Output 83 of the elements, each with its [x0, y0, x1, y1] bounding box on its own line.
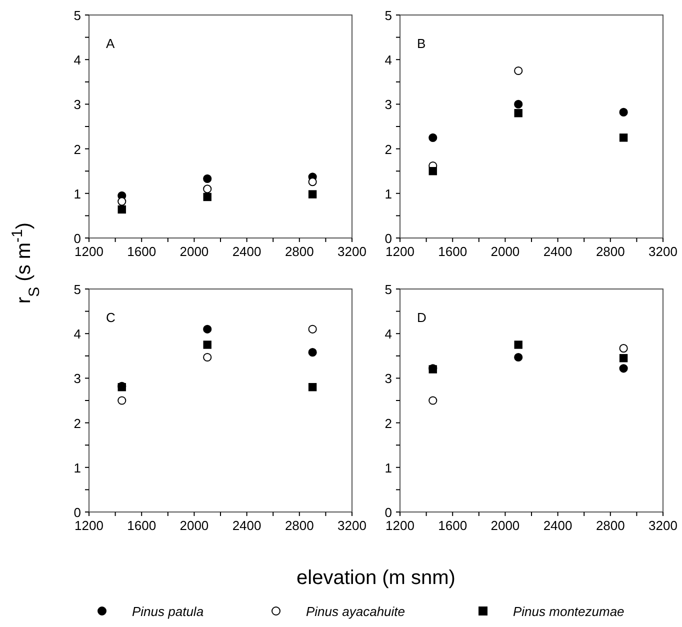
x-tick-label: 2800	[284, 244, 314, 259]
y-tick-label: 4	[384, 52, 392, 68]
text: B	[417, 36, 426, 51]
legend-label: Pinus patula	[132, 604, 204, 619]
point	[428, 167, 437, 176]
point	[308, 190, 317, 198]
point	[203, 352, 212, 362]
point	[308, 324, 317, 334]
point	[619, 364, 628, 373]
text: C	[106, 310, 116, 325]
y-tick-label: 2	[384, 416, 392, 431]
x-tick-label: 1600	[127, 244, 156, 259]
x-tick-label: 1200	[386, 244, 414, 259]
y-tick-label: 5	[384, 282, 392, 297]
y-tick-label: 0	[74, 231, 81, 246]
y-tick-label: 5	[74, 8, 81, 23]
legend-label: Pinus montezumae	[513, 604, 624, 619]
point	[308, 383, 317, 392]
x-tick-label: 2000	[180, 518, 209, 533]
x-tick-label: 1200	[74, 518, 104, 533]
y-tick-label: 1	[384, 460, 392, 476]
x-tick-label: 1600	[438, 244, 468, 259]
point	[428, 396, 438, 405]
y-tick-label: 3	[384, 371, 392, 386]
x-tick-label: 3200	[338, 244, 366, 259]
y-tick-label: 3	[74, 97, 81, 112]
x-tick-label: 2400	[543, 518, 572, 533]
x-tick-label: 2800	[596, 244, 625, 259]
point	[514, 100, 523, 108]
x-tick-label: 3200	[338, 518, 366, 533]
point	[619, 354, 628, 362]
point	[203, 340, 212, 349]
x-tick-label: 3200	[648, 244, 678, 259]
y-tick-label: 0	[384, 505, 392, 520]
point	[118, 205, 126, 214]
text: A	[106, 36, 115, 51]
y-tick-label: 1	[384, 186, 392, 202]
x-tick-label: 2800	[596, 518, 625, 533]
y-tick-label: 4	[74, 326, 81, 342]
point	[428, 133, 438, 142]
x-tick-label: 2400	[232, 518, 262, 533]
x-tick-label: 2000	[490, 518, 520, 533]
point	[308, 348, 317, 357]
text: D	[417, 310, 426, 325]
x-tick-label: 2000	[490, 244, 520, 259]
legend-label: Pinus ayacahuite	[306, 604, 406, 619]
point	[514, 66, 523, 76]
y-tick-label: 2	[384, 142, 392, 157]
y-tick-label: 4	[384, 326, 392, 342]
x-tick-label: 3200	[648, 518, 678, 533]
y-tick-label: 3	[384, 97, 392, 112]
x-tick-label: 1200	[386, 518, 414, 533]
y-tick-label: 2	[74, 416, 81, 431]
y-tick-label: 3	[74, 371, 81, 386]
x-tick-label: 1600	[127, 518, 156, 533]
x-tick-label: 1200	[74, 244, 104, 259]
x-tick-label: 2400	[543, 244, 572, 259]
x-tick-label: 2400	[232, 244, 262, 259]
y-tick-label: 5	[384, 8, 392, 23]
point	[203, 324, 212, 334]
point	[619, 134, 628, 142]
y-tick-label: 1	[74, 186, 81, 202]
point	[514, 340, 522, 349]
y-tick-label: 4	[74, 52, 81, 68]
point	[118, 396, 126, 405]
x-axis-title: elevation (m snm)	[296, 567, 456, 589]
x-tick-label: 2000	[180, 244, 209, 259]
point	[514, 352, 523, 362]
point	[619, 344, 628, 353]
point	[118, 197, 126, 206]
point	[619, 108, 628, 117]
y-tick-label: 0	[384, 231, 392, 246]
y-tick-label: 1	[74, 460, 81, 476]
x-tick-label: 2800	[284, 518, 314, 533]
point	[203, 174, 212, 183]
y-tick-label: 2	[74, 142, 81, 157]
y-tick-label: 5	[74, 282, 81, 297]
point	[203, 184, 212, 194]
y-tick-label: 0	[74, 505, 81, 520]
point	[203, 192, 212, 202]
point	[514, 109, 522, 118]
point	[308, 178, 317, 186]
x-tick-label: 1600	[438, 518, 468, 533]
